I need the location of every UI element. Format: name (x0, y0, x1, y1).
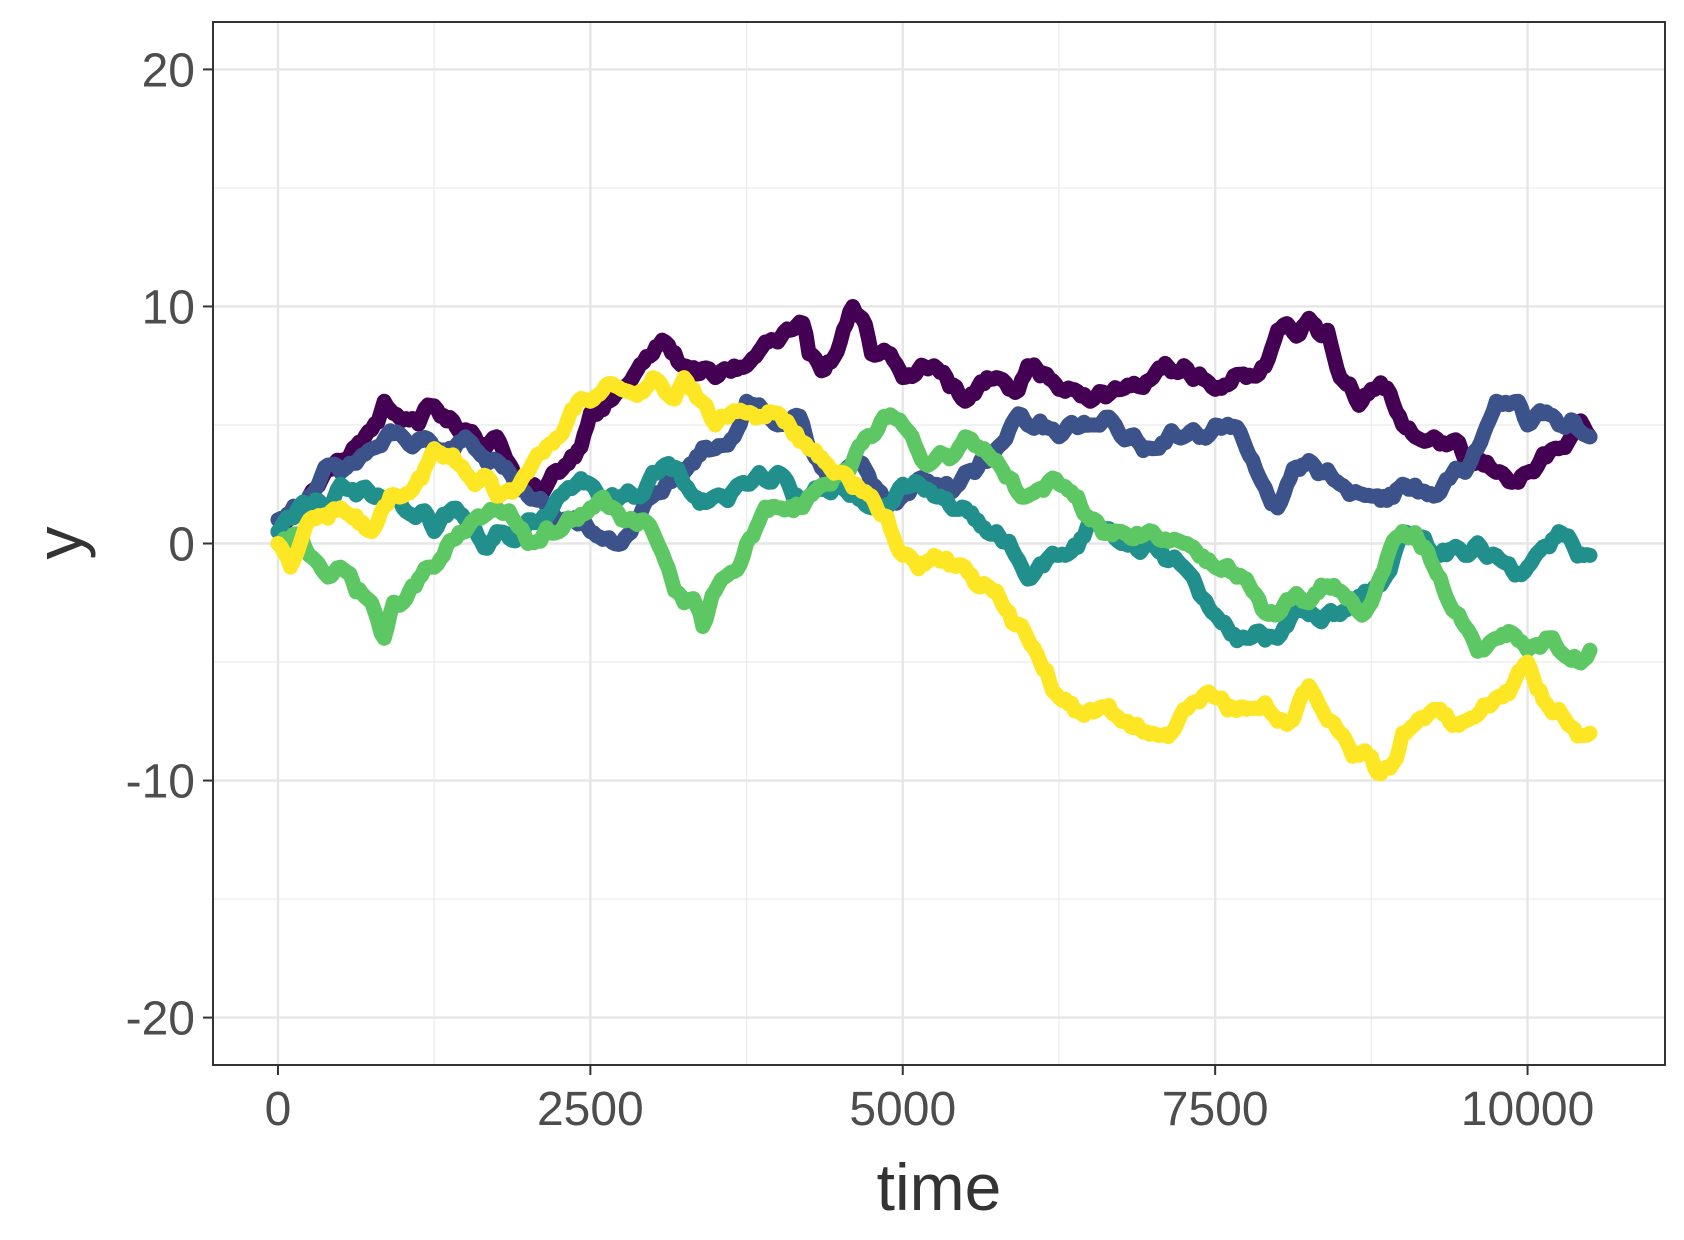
y-tick-label: -20 (126, 993, 195, 1046)
y-axis-title: y (22, 527, 96, 560)
x-tick-label: 7500 (1162, 1083, 1269, 1136)
series-line-1 (270, 299, 1598, 540)
series-line-2 (270, 393, 1598, 552)
y-tick-label: 20 (142, 44, 195, 97)
y-tick-label: 0 (168, 519, 195, 572)
series-line-5 (270, 370, 1598, 782)
series-lines (270, 299, 1598, 782)
x-tick-label: 10000 (1461, 1083, 1594, 1136)
axis-ticks (203, 68, 1529, 1075)
series-line-4 (270, 407, 1598, 671)
y-axis-tick-labels: -20 -10 0 10 20 (126, 44, 195, 1045)
x-tick-label: 5000 (849, 1083, 956, 1136)
x-axis-tick-labels: 0 2500 5000 7500 10000 (265, 1083, 1595, 1136)
x-axis-title: time (877, 1150, 1002, 1224)
x-tick-label: 0 (265, 1083, 292, 1136)
y-tick-label: -10 (126, 756, 195, 809)
y-tick-label: 10 (142, 281, 195, 334)
x-tick-label: 2500 (537, 1083, 644, 1136)
